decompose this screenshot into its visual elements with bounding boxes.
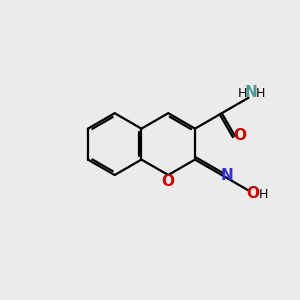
Text: O: O bbox=[247, 186, 260, 201]
Text: H: H bbox=[259, 188, 268, 200]
Text: H: H bbox=[256, 87, 265, 100]
Text: N: N bbox=[221, 167, 233, 182]
Text: O: O bbox=[234, 128, 247, 143]
Text: H: H bbox=[237, 87, 247, 100]
Text: O: O bbox=[162, 174, 175, 189]
Text: N: N bbox=[245, 85, 258, 100]
